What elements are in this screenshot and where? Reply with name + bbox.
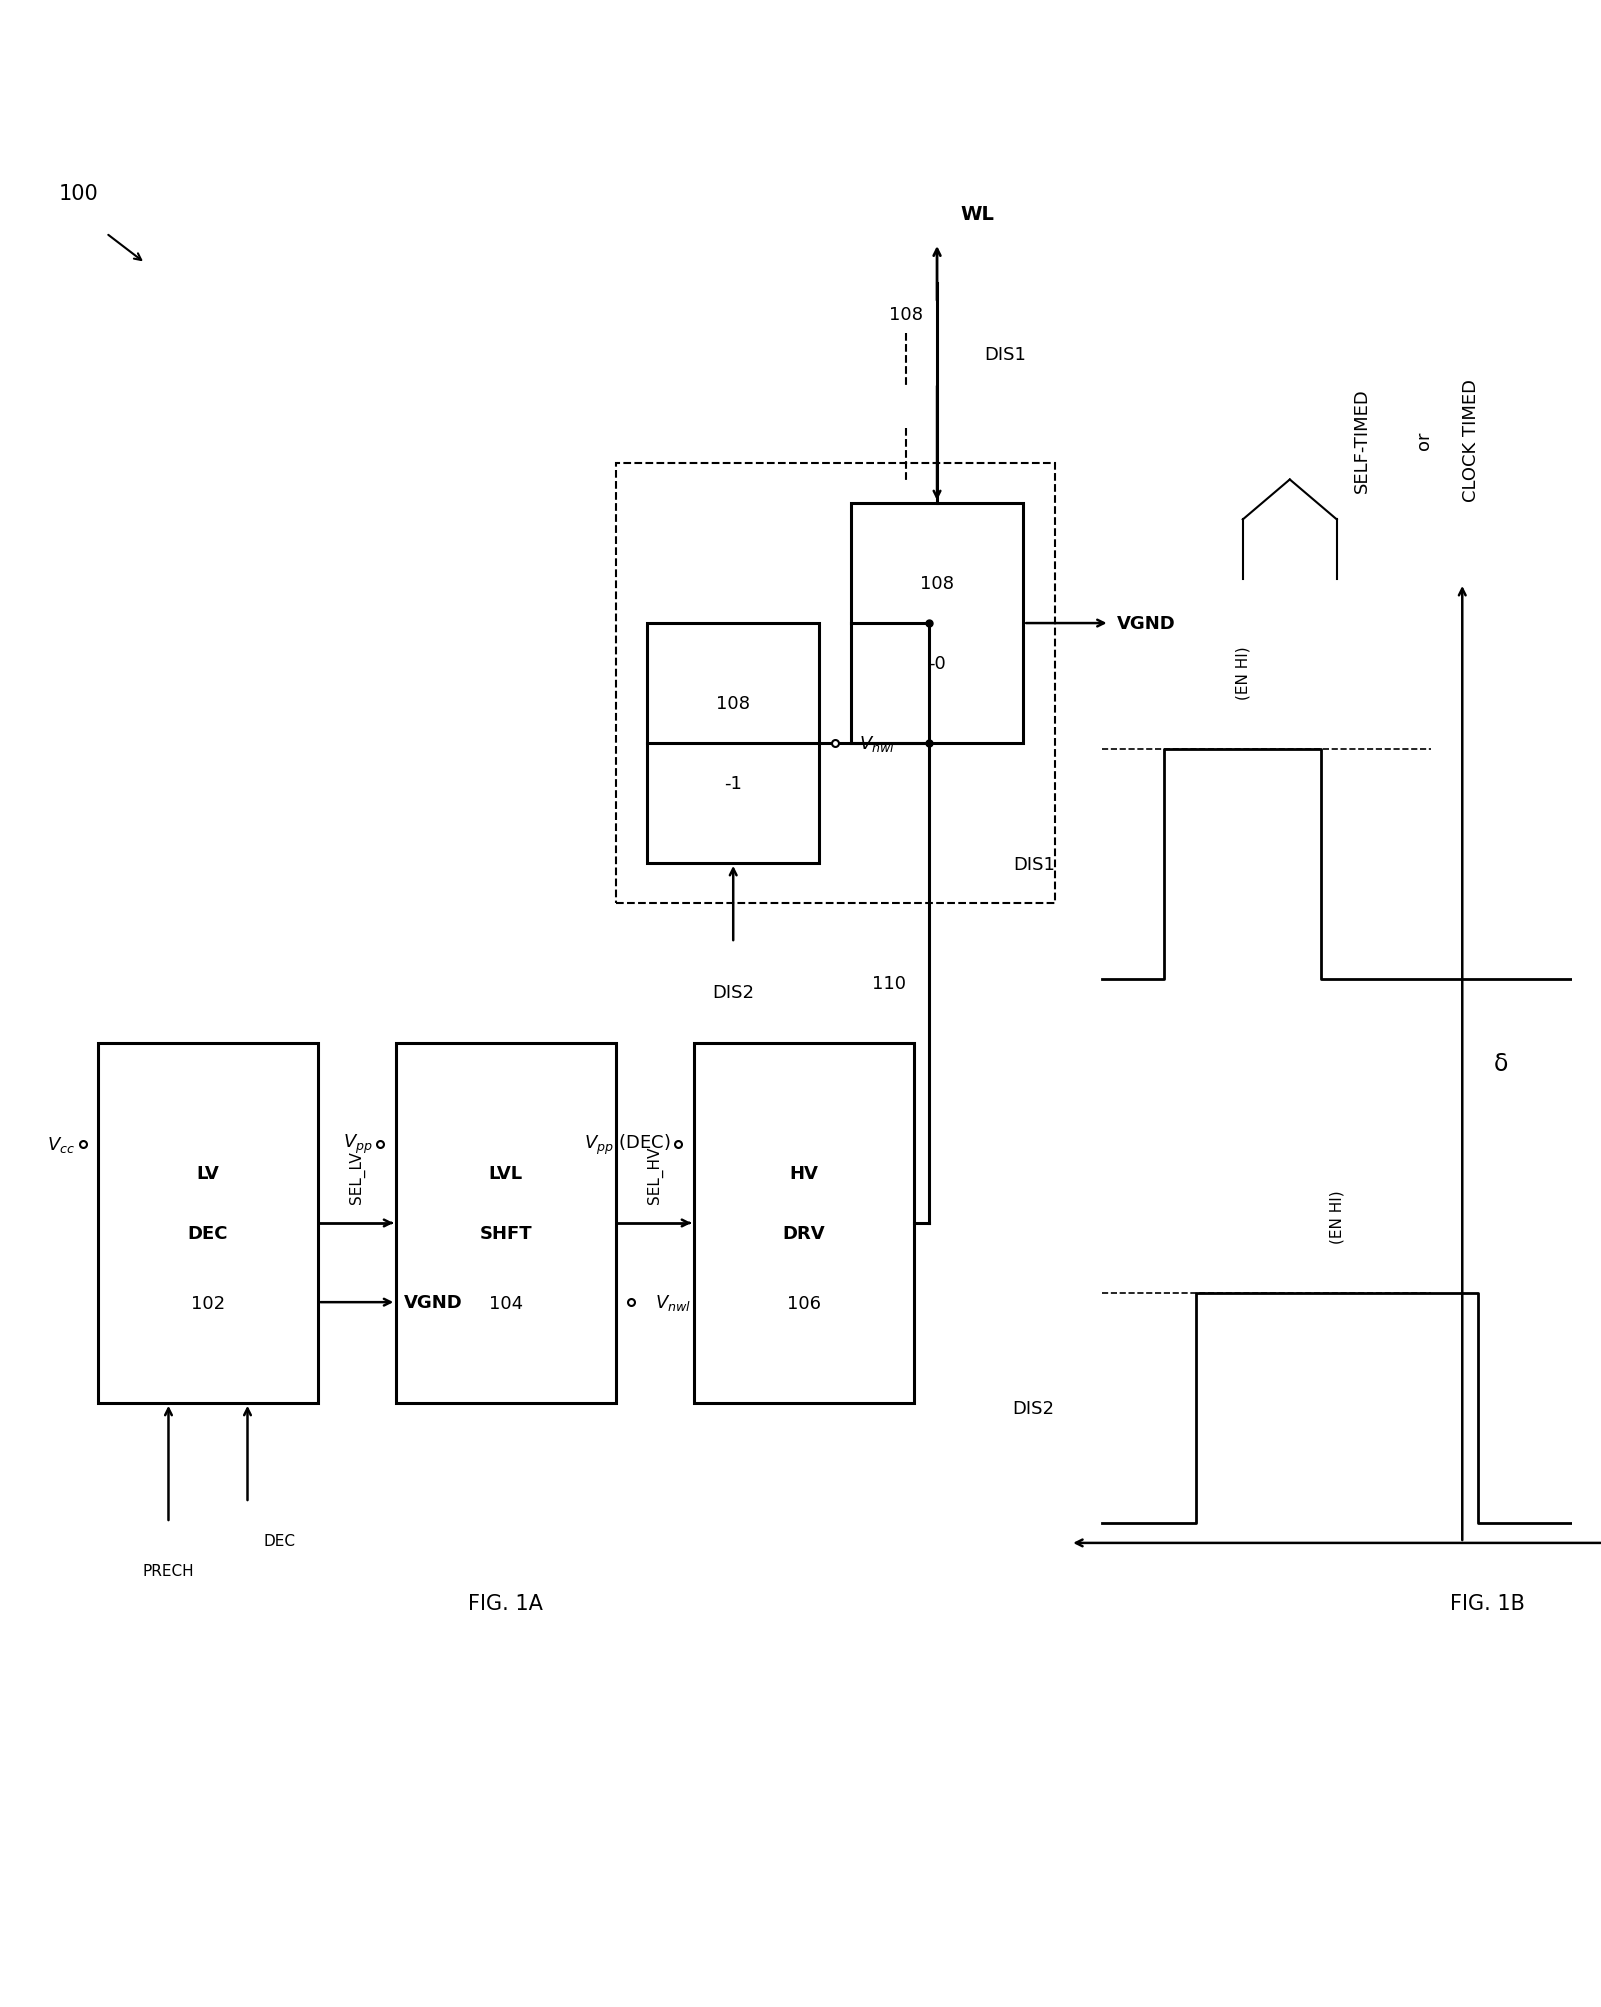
- Text: VGND: VGND: [403, 1293, 463, 1311]
- Text: SELF-TIMED: SELF-TIMED: [1353, 387, 1370, 492]
- Text: SEL_LV: SEL_LV: [349, 1150, 365, 1204]
- Text: DIS1: DIS1: [1013, 855, 1055, 873]
- Text: VGND: VGND: [1117, 614, 1177, 632]
- Text: DIS2: DIS2: [1012, 1399, 1055, 1417]
- Bar: [395, 1044, 616, 1403]
- Text: 100: 100: [59, 185, 99, 205]
- Text: -0: -0: [929, 654, 946, 672]
- Bar: [98, 1044, 317, 1403]
- Text: LVL: LVL: [488, 1164, 524, 1182]
- Text: DEC: DEC: [263, 1533, 295, 1547]
- Text: $V_{cc}$: $V_{cc}$: [46, 1134, 75, 1154]
- Bar: [647, 624, 820, 863]
- Text: $V_{nwl}$: $V_{nwl}$: [655, 1293, 692, 1313]
- Text: HV: HV: [789, 1164, 818, 1182]
- Text: PRECH: PRECH: [142, 1563, 194, 1578]
- Text: -1: -1: [724, 775, 743, 793]
- Text: WL: WL: [961, 205, 994, 225]
- Text: CLOCK TIMED: CLOCK TIMED: [1462, 379, 1481, 502]
- Text: LV: LV: [197, 1164, 219, 1182]
- Text: SHFT: SHFT: [480, 1224, 532, 1242]
- Text: δ: δ: [1494, 1052, 1508, 1076]
- Bar: [616, 464, 1055, 903]
- Text: $V_{nwl}$: $V_{nwl}$: [858, 735, 895, 755]
- Text: $V_{pp}$: $V_{pp}$: [343, 1132, 373, 1156]
- Text: 110: 110: [871, 975, 906, 993]
- Text: 102: 102: [191, 1295, 226, 1313]
- Text: SEL_HV: SEL_HV: [647, 1146, 663, 1204]
- Text: DIS1: DIS1: [985, 345, 1026, 363]
- Text: FIG. 1A: FIG. 1A: [469, 1594, 543, 1614]
- Text: $V_{pp}$ (DEC): $V_{pp}$ (DEC): [584, 1132, 671, 1156]
- Text: 108: 108: [716, 694, 751, 712]
- Text: 104: 104: [488, 1295, 524, 1313]
- Bar: [693, 1044, 914, 1403]
- Text: 108: 108: [889, 305, 922, 323]
- Text: (EN HI): (EN HI): [1329, 1190, 1345, 1244]
- Text: DIS2: DIS2: [712, 983, 754, 1001]
- Text: DEC: DEC: [187, 1224, 229, 1242]
- Text: 108: 108: [921, 574, 954, 592]
- Text: DRV: DRV: [783, 1224, 825, 1242]
- Text: FIG. 1B: FIG. 1B: [1451, 1594, 1526, 1614]
- Text: or: or: [1415, 432, 1433, 450]
- Bar: [850, 504, 1023, 745]
- Text: 106: 106: [786, 1295, 821, 1313]
- Text: (EN HI): (EN HI): [1236, 646, 1250, 700]
